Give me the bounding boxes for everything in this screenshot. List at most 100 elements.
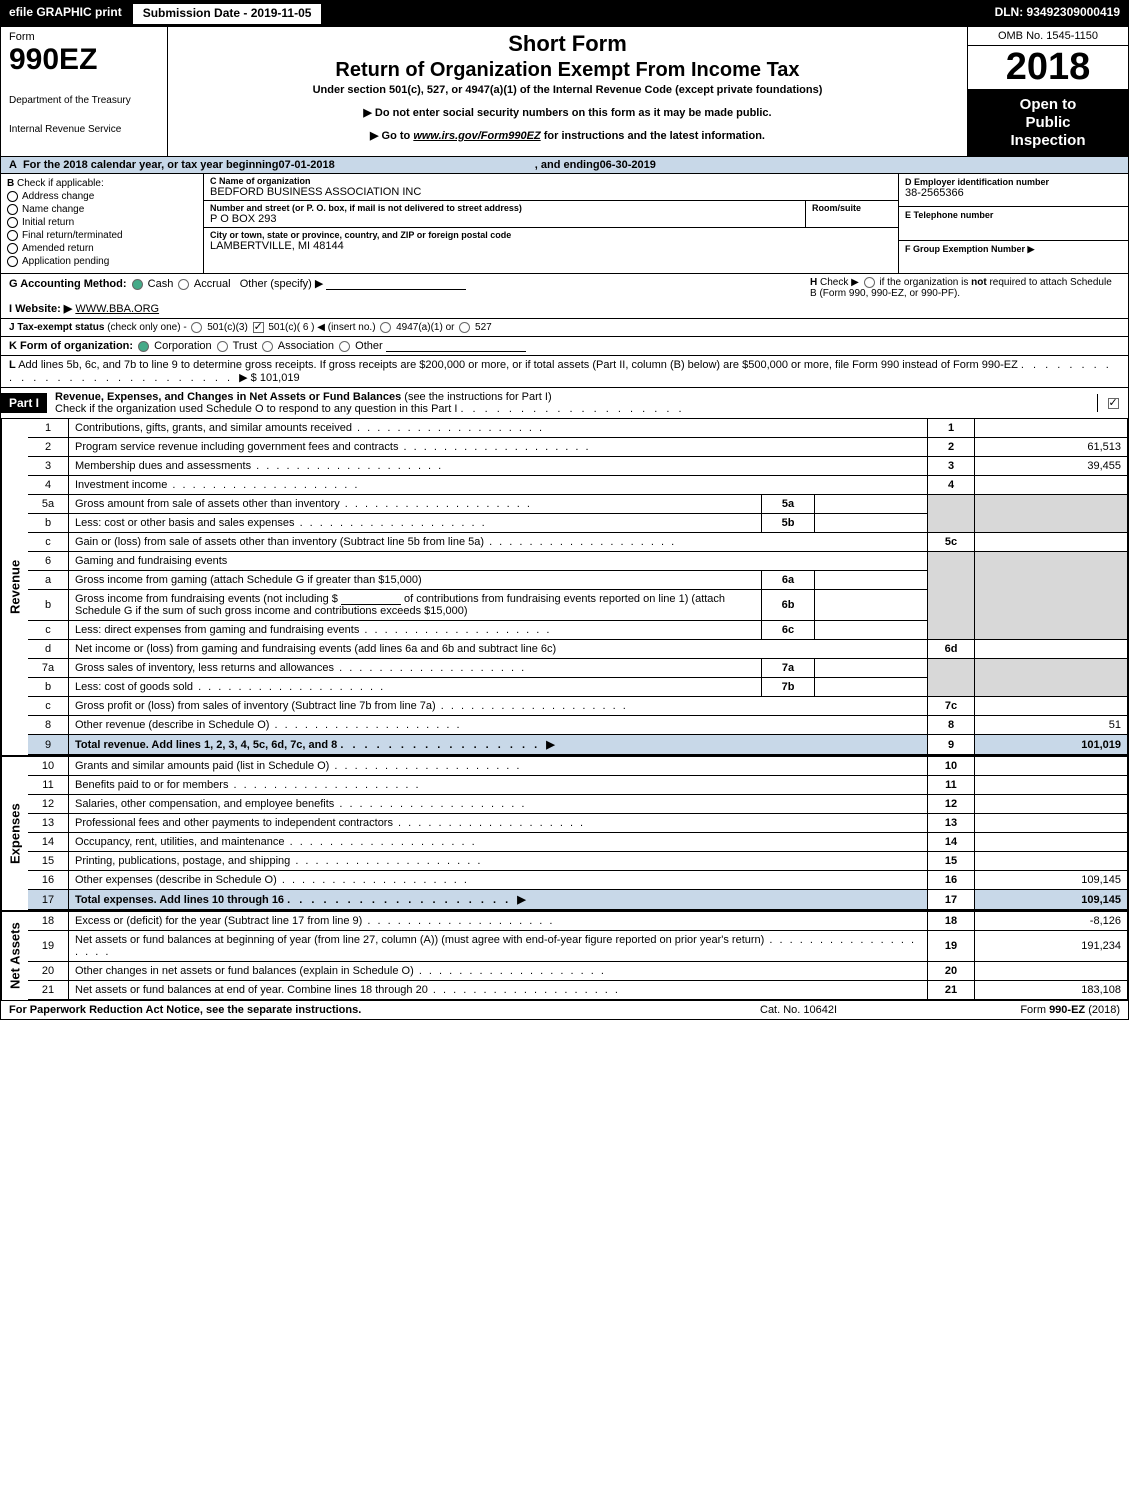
- line-l-amount: ▶ $ 101,019: [239, 372, 299, 384]
- line-num: 6: [28, 552, 69, 571]
- instr-goto: ▶ Go to www.irs.gov/Form990EZ for instru…: [178, 129, 957, 142]
- line-desc: Salaries, other compensation, and employ…: [69, 795, 928, 814]
- efile-graphic-text: efile GRAPHIC: [9, 5, 92, 19]
- other-specify-input[interactable]: [326, 278, 466, 290]
- line-8: 8 Other revenue (describe in Schedule O)…: [28, 716, 1128, 735]
- org-name-label: C Name of organization: [210, 176, 892, 186]
- box-d: D Employer identification number 38-2565…: [898, 174, 1128, 207]
- schedule-o-checkbox[interactable]: [1097, 394, 1128, 412]
- radio-cash[interactable]: [132, 279, 143, 290]
- line-h-text2: if the organization is: [879, 277, 971, 288]
- line-num: 12: [28, 795, 69, 814]
- line-1: 1 Contributions, gifts, grants, and simi…: [28, 419, 1128, 438]
- line-ref: 5c: [928, 533, 975, 552]
- line-5a: 5a Gross amount from sale of assets othe…: [28, 495, 1128, 514]
- netassets-section: Net Assets 18 Excess or (deficit) for th…: [1, 912, 1128, 1000]
- tax-year: 2018: [968, 46, 1128, 90]
- chk-final-return[interactable]: Final return/terminated: [7, 230, 197, 241]
- radio-527[interactable]: [459, 322, 470, 333]
- line-ref: 18: [928, 912, 975, 931]
- title-short: Short Form: [178, 31, 957, 57]
- opt-other-org: Other: [355, 340, 383, 352]
- opt-other: Other (specify) ▶: [240, 278, 324, 290]
- chk-address-change[interactable]: Address change: [7, 191, 197, 202]
- box-b: B Check if applicable: Address change Na…: [1, 174, 204, 273]
- line-j-note: (check only one) -: [107, 322, 186, 333]
- line-value: 183,108: [975, 981, 1128, 1000]
- other-org-input[interactable]: [386, 340, 526, 352]
- line-num: 20: [28, 962, 69, 981]
- part1-subtitle: (see the instructions for Part I): [404, 391, 551, 403]
- address-label: Number and street (or P. O. box, if mail…: [210, 203, 799, 213]
- line-num: 17: [28, 890, 69, 910]
- instr-link[interactable]: www.irs.gov/Form990EZ: [413, 130, 540, 142]
- checkbox-501c[interactable]: [253, 322, 264, 333]
- line-desc: Benefits paid to or for members: [69, 776, 928, 795]
- line-num: a: [28, 571, 69, 590]
- radio-trust[interactable]: [217, 341, 228, 352]
- radio-schedule-b[interactable]: [864, 277, 875, 288]
- line-value: [975, 833, 1128, 852]
- inner-ref: 6c: [762, 621, 815, 640]
- radio-association[interactable]: [262, 341, 273, 352]
- info-block: B Check if applicable: Address change Na…: [1, 174, 1128, 274]
- line-15: 15 Printing, publications, postage, and …: [28, 852, 1128, 871]
- ein-value: 38-2565366: [905, 187, 1122, 199]
- chk-label: Address change: [22, 191, 94, 202]
- netassets-table: 18 Excess or (deficit) for the year (Sub…: [28, 912, 1128, 1000]
- radio-501c3[interactable]: [191, 322, 202, 333]
- chk-amended-return[interactable]: Amended return: [7, 243, 197, 254]
- line-value: 109,145: [975, 890, 1128, 910]
- line-14: 14 Occupancy, rent, utilities, and maint…: [28, 833, 1128, 852]
- box-b-title: B Check if applicable:: [7, 178, 197, 189]
- inner-value: [815, 678, 928, 697]
- chk-application-pending[interactable]: Application pending: [7, 256, 197, 267]
- line-6d: d Net income or (loss) from gaming and f…: [28, 640, 1128, 659]
- radio-corporation[interactable]: [138, 341, 149, 352]
- box-e: E Telephone number: [898, 207, 1128, 240]
- opt-trust: Trust: [233, 340, 258, 352]
- line-desc: Total expenses. Add lines 10 through 16 …: [69, 890, 928, 910]
- line-ref: 10: [928, 757, 975, 776]
- line-desc: Membership dues and assessments: [69, 457, 928, 476]
- box-def: D Employer identification number 38-2565…: [898, 174, 1128, 273]
- line-value: [975, 640, 1128, 659]
- line-num: 14: [28, 833, 69, 852]
- line-i-label: I Website: ▶: [9, 303, 72, 315]
- form-header: Form 990EZ Department of the Treasury In…: [1, 27, 1128, 157]
- shaded-cell: [975, 495, 1128, 533]
- opt-501c: 501(c)( 6 ) ◀ (insert no.): [268, 322, 375, 333]
- line-k: K Form of organization: Corporation Trus…: [9, 340, 1120, 352]
- print-link[interactable]: print: [95, 5, 122, 19]
- line-num: 18: [28, 912, 69, 931]
- line-ref: 8: [928, 716, 975, 735]
- part1-title-cell: Revenue, Expenses, and Changes in Net As…: [47, 388, 1097, 418]
- checkbox-icon: [7, 256, 18, 267]
- inner-ref: 5a: [762, 495, 815, 514]
- open-line3: Inspection: [970, 132, 1126, 150]
- radio-4947[interactable]: [380, 322, 391, 333]
- chk-name-change[interactable]: Name change: [7, 204, 197, 215]
- checkbox-icon: [7, 243, 18, 254]
- line-desc: Less: cost of goods sold: [69, 678, 762, 697]
- line-h-label: H: [810, 277, 817, 288]
- inner-value: [815, 495, 928, 514]
- chk-initial-return[interactable]: Initial return: [7, 217, 197, 228]
- part1-header-row: Part I Revenue, Expenses, and Changes in…: [1, 388, 1128, 419]
- org-name-cell: C Name of organization BEDFORD BUSINESS …: [204, 174, 898, 201]
- instr-ssn: ▶ Do not enter social security numbers o…: [178, 106, 957, 119]
- line-4: 4 Investment income 4: [28, 476, 1128, 495]
- line-ref: 6d: [928, 640, 975, 659]
- checkbox-icon: [1108, 398, 1119, 409]
- line-l-text: Add lines 5b, 6c, and 7b to line 9 to de…: [18, 359, 1018, 371]
- line-value: 109,145: [975, 871, 1128, 890]
- line-6b-blank[interactable]: [341, 593, 401, 605]
- row-k: K Form of organization: Corporation Trus…: [1, 337, 1128, 356]
- line-desc: Occupancy, rent, utilities, and maintena…: [69, 833, 928, 852]
- line-l: L Add lines 5b, 6c, and 7b to line 9 to …: [9, 359, 1120, 384]
- line-value: [975, 533, 1128, 552]
- line-ref: 12: [928, 795, 975, 814]
- radio-other-org[interactable]: [339, 341, 350, 352]
- line-6b-t1: Gross income from fundraising events (no…: [75, 593, 341, 605]
- radio-accrual[interactable]: [178, 279, 189, 290]
